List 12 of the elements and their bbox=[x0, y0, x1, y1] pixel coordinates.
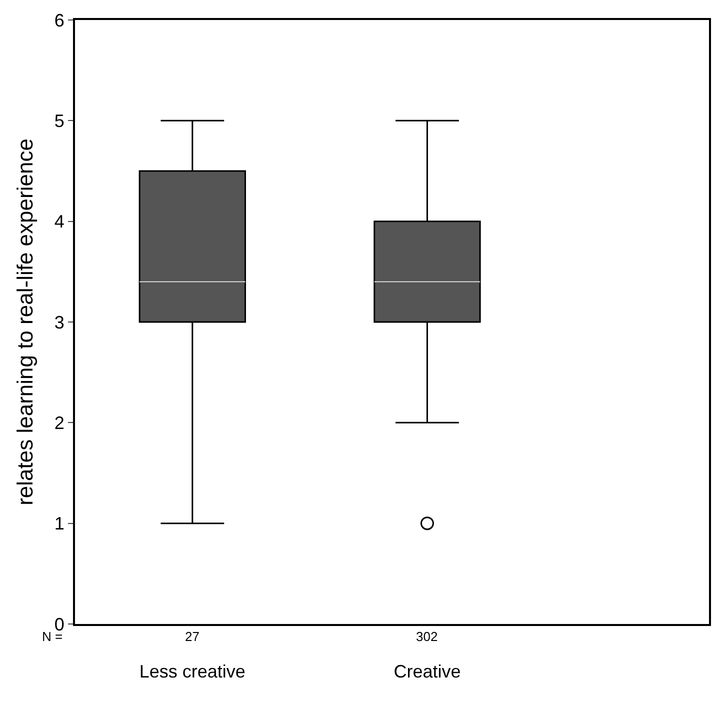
y-axis-title: relates learning to real-life experience bbox=[12, 138, 38, 506]
y-tick-label: 4 bbox=[54, 212, 64, 232]
x-tick-label: Less creative bbox=[139, 662, 246, 682]
text: 27 bbox=[185, 629, 200, 644]
y-tick-label: 6 bbox=[54, 10, 64, 30]
text: 302 bbox=[416, 629, 438, 644]
y-tick-label: 0 bbox=[54, 614, 64, 634]
y-tick-label: 3 bbox=[54, 312, 64, 332]
x-tick-label: Creative bbox=[394, 662, 461, 682]
y-tick-label: 5 bbox=[54, 110, 64, 131]
y-tick-label: 1 bbox=[54, 514, 64, 534]
y-tick-label: 2 bbox=[54, 412, 64, 433]
